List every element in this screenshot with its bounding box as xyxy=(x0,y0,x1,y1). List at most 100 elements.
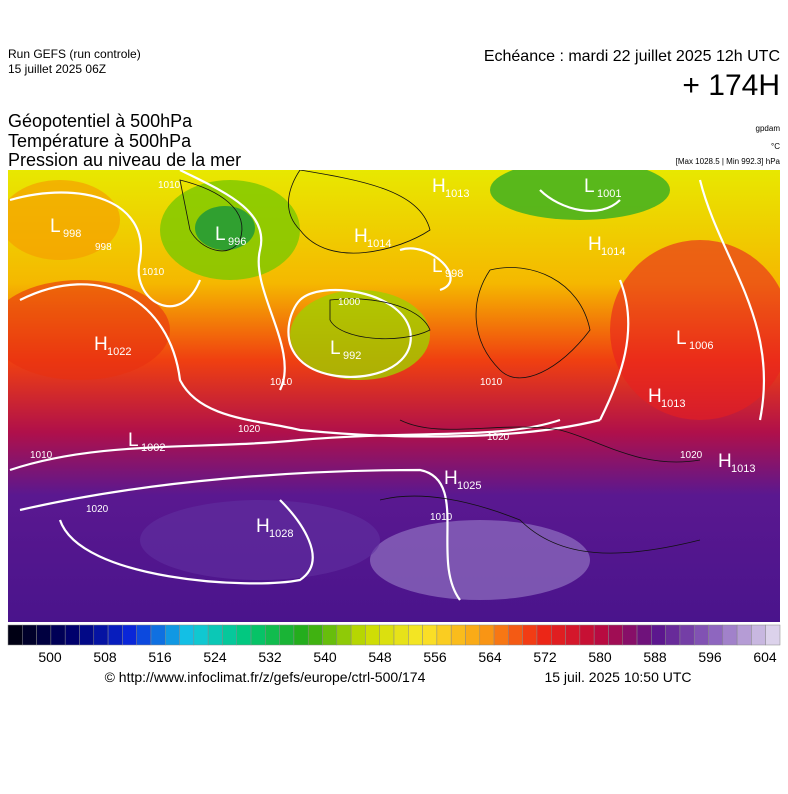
colorbar-swatch xyxy=(751,624,766,646)
colorbar-tick-label: 604 xyxy=(753,649,777,665)
colorbar-swatch xyxy=(408,624,423,646)
colorbar-swatch xyxy=(436,624,452,646)
isobar-labels: 1010 998 1010 1000 1010 1010 1020 1010 1020 1020 1… xyxy=(30,180,703,523)
title: Pression au niveau de la mer xyxy=(8,150,241,170)
colorbar-tick-label: 524 xyxy=(203,649,227,665)
center-value: 1022 xyxy=(107,346,131,358)
center-type: L xyxy=(330,338,341,359)
colorbar-swatch xyxy=(708,624,724,646)
colorbar-swatch xyxy=(107,624,123,646)
center-value: 1028 xyxy=(269,528,293,540)
center-type: H xyxy=(718,451,732,472)
center-type: L xyxy=(584,176,595,197)
colorbar-swatch xyxy=(36,624,52,646)
colorbar-swatch xyxy=(508,624,523,646)
colorbar-tick-label: 572 xyxy=(533,649,557,665)
colorbar-swatch xyxy=(207,624,223,646)
center-value: 998 xyxy=(63,228,81,240)
isobar-label: 1000 xyxy=(338,297,361,308)
footer-timestamp: 15 juil. 2025 10:50 UTC xyxy=(544,669,691,685)
center-type: L xyxy=(50,216,61,237)
isobar-label: 1010 xyxy=(430,512,453,523)
center-value: 998 xyxy=(445,268,463,280)
colorbar-swatch xyxy=(79,624,95,646)
echeance: Echéance : mardi 22 juillet 2025 12h UTC xyxy=(484,48,780,65)
colorbar-swatch xyxy=(722,624,738,646)
colorbar-swatch xyxy=(322,624,338,646)
colorbar-swatch xyxy=(479,624,495,646)
colorbar-swatch xyxy=(636,624,652,646)
colorbar-tick-label: 500 xyxy=(38,649,62,665)
colorbar-swatch xyxy=(50,624,66,646)
center-value: 1014 xyxy=(367,238,391,250)
isobar-label: 1020 xyxy=(487,432,510,443)
colorbar-swatch xyxy=(522,624,538,646)
center-type: L xyxy=(432,256,443,277)
center-value: 996 xyxy=(228,236,246,248)
colorbar-swatch xyxy=(379,624,395,646)
run: Run GEFS (run controle) xyxy=(8,47,141,61)
colorbar-tick-label: 516 xyxy=(148,649,172,665)
colorbar-swatch xyxy=(536,624,552,646)
unit: °C xyxy=(771,142,780,151)
center-value: 1013 xyxy=(661,398,685,410)
colorbar-swatch xyxy=(122,624,137,646)
colorbar-swatch xyxy=(551,624,566,646)
colorbar-swatch xyxy=(250,624,266,646)
colorbar-swatch xyxy=(7,624,23,646)
colorbar-tick-label: 532 xyxy=(258,649,282,665)
center-type: H xyxy=(648,386,662,407)
colorbar-swatch xyxy=(236,624,252,646)
isobar-label: 1020 xyxy=(680,450,703,461)
center-type: L xyxy=(676,328,687,349)
colorbar-swatch xyxy=(336,624,352,646)
colorbar-swatch xyxy=(422,624,438,646)
colorbar-swatch xyxy=(393,624,409,646)
center-value: 1006 xyxy=(689,340,713,352)
colorbar-swatch xyxy=(765,624,781,646)
colorbar-swatch xyxy=(64,624,80,646)
colorbar-swatch xyxy=(365,624,380,646)
colorbar-tick-label: 564 xyxy=(478,649,502,665)
colorbar-tick-label: 548 xyxy=(368,649,392,665)
map xyxy=(8,170,780,622)
isobar-label: 1010 xyxy=(30,450,53,461)
isobar-label: 1020 xyxy=(238,424,261,435)
footer-url: © http://www.infoclimat.fr/z/gefs/europe… xyxy=(105,669,426,685)
colorbar-swatch xyxy=(279,624,295,646)
center-value: 1013 xyxy=(445,188,469,200)
center-type: L xyxy=(128,430,139,451)
colorbar-swatch xyxy=(465,624,481,646)
colorbar-swatch xyxy=(93,624,109,646)
colorbar-tick-label: 580 xyxy=(588,649,612,665)
center-type: H xyxy=(432,176,446,197)
colorbar-swatch xyxy=(265,624,280,646)
center-type: H xyxy=(444,468,458,489)
colorbar-swatch xyxy=(493,624,509,646)
colorbar-tick-label: 556 xyxy=(423,649,447,665)
colorbar-swatch xyxy=(150,624,166,646)
unit: gpdam xyxy=(756,124,781,133)
center-type: H xyxy=(354,226,368,247)
center-value: 1014 xyxy=(601,246,625,258)
colorbar-swatch xyxy=(679,624,695,646)
colorbar-swatch xyxy=(622,624,638,646)
colorbar-swatch xyxy=(350,624,366,646)
title: Température à 500hPa xyxy=(8,131,192,151)
lead-time: + 174H xyxy=(682,69,780,102)
colorbar-swatch xyxy=(736,624,752,646)
center-type: H xyxy=(256,516,270,537)
center-value: 992 xyxy=(343,350,361,362)
colorbar-swatch xyxy=(651,624,666,646)
center-value: 1001 xyxy=(597,188,621,200)
isobar-label: 1010 xyxy=(158,180,181,191)
colorbar-swatch xyxy=(593,624,609,646)
unit: [Max 1028.5 | Min 992.3] hPa xyxy=(676,157,781,166)
center-value: 1002 xyxy=(141,442,165,454)
colorbar-tick-label: 588 xyxy=(643,649,667,665)
center-type: H xyxy=(94,334,108,355)
center-value: 1025 xyxy=(457,480,481,492)
colorbar-swatch xyxy=(165,624,180,646)
